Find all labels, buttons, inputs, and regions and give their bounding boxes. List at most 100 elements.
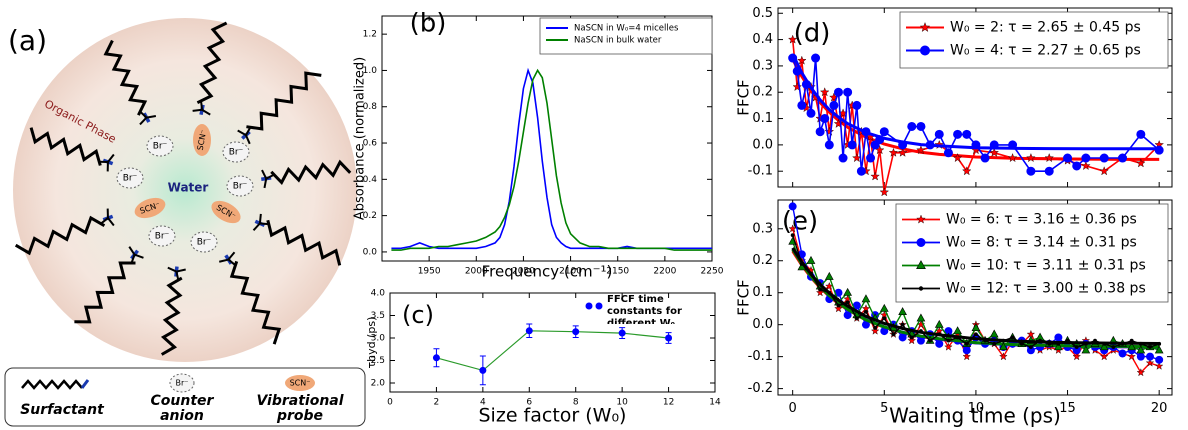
marker — [1136, 368, 1146, 377]
surfactant-methyl — [227, 251, 236, 261]
marker — [934, 319, 944, 328]
marker — [1154, 145, 1164, 155]
x-tick-label: 2100 — [559, 267, 582, 277]
surfactant-tail — [74, 261, 136, 324]
probes: SCN⁻ SCN⁻ SCN⁻ — [134, 124, 241, 224]
marker — [788, 202, 797, 211]
marker — [1145, 358, 1155, 367]
surfactant-methyl — [134, 253, 144, 259]
anion — [146, 135, 174, 157]
marker — [873, 325, 878, 330]
marker — [962, 166, 972, 176]
marker — [1120, 341, 1125, 346]
marker — [1047, 341, 1052, 346]
marker — [856, 166, 866, 176]
marker — [838, 153, 848, 163]
marker — [1099, 166, 1109, 176]
marker — [787, 34, 798, 44]
y-tick-label: 1.0 — [363, 66, 378, 76]
anion — [116, 167, 144, 189]
marker — [1138, 341, 1143, 346]
marker — [801, 79, 811, 89]
marker — [1063, 153, 1073, 163]
marker — [1054, 342, 1063, 351]
legend-marker — [585, 302, 593, 310]
marker — [1129, 338, 1134, 343]
marker — [891, 332, 896, 337]
legend-box — [899, 11, 1169, 69]
surfactant-tail — [196, 21, 228, 105]
marker — [1026, 329, 1036, 338]
marker — [916, 121, 926, 131]
x-tick-label: 0 — [789, 401, 797, 416]
legend-text: Counter — [151, 393, 215, 409]
marker — [824, 271, 834, 280]
micelle — [13, 18, 357, 362]
panel-label: (c) — [402, 301, 434, 329]
marker — [1136, 352, 1145, 361]
y-tick-label: 0.3 — [752, 58, 773, 73]
marker — [806, 255, 816, 264]
surfactant-methyl — [176, 268, 186, 273]
marker — [983, 338, 988, 343]
marker — [916, 336, 925, 345]
marker — [809, 271, 813, 276]
legend-head — [80, 379, 90, 389]
marker — [928, 338, 933, 343]
anion-label: Br⁻ — [176, 379, 189, 388]
y-tick-label: 1.2 — [363, 30, 377, 40]
marker — [866, 153, 876, 163]
plot-frame — [381, 15, 713, 262]
surfactant-methyl — [218, 258, 229, 263]
water-label: Water — [168, 181, 209, 195]
marker — [971, 323, 981, 331]
legend-box — [895, 203, 1169, 303]
marker — [1148, 345, 1152, 349]
surfactant-methyl — [146, 115, 157, 119]
legend-marker — [918, 286, 924, 291]
marker — [870, 171, 880, 181]
marker — [852, 100, 862, 110]
marker — [962, 346, 971, 355]
legend-marker — [919, 22, 931, 32]
marker — [843, 287, 852, 296]
x-tick-label: 2 — [434, 398, 440, 408]
marker — [971, 140, 981, 150]
legend-text: Vibrational — [256, 393, 343, 409]
surfactant-tail — [160, 276, 183, 356]
anion — [190, 231, 218, 253]
probe — [211, 200, 241, 224]
marker — [1111, 345, 1116, 349]
marker — [1136, 345, 1146, 354]
marker — [854, 316, 859, 321]
y-axis-label: Absorbance (normalized) — [353, 57, 368, 220]
surfactant-tail — [246, 71, 322, 131]
marker — [953, 129, 963, 139]
marker — [864, 309, 868, 314]
y-tick-label: 0.0 — [752, 317, 773, 332]
legend-text: FFCF time constants for different W₀ — [607, 294, 682, 324]
marker — [1157, 341, 1162, 346]
x-axis-label: Frequency (cm⁻¹) — [482, 263, 613, 281]
marker — [1081, 153, 1091, 163]
legend-text: NaSCN in bulk water — [574, 36, 662, 46]
panel-label: (a) — [8, 24, 47, 57]
x-tick-label: 0 — [387, 398, 393, 408]
y-tick-label: 3.5 — [371, 311, 385, 321]
surfactant-methyl — [237, 129, 247, 137]
marker — [815, 127, 825, 137]
probe-label: SCN⁻ — [196, 129, 208, 151]
x-tick-label: 2150 — [606, 267, 629, 277]
surfactant-methyl — [201, 108, 211, 116]
anion — [226, 175, 254, 197]
y-tick-label: 0.1 — [752, 111, 773, 126]
legend-text: W₀ = 2: τ = 2.65 ± 0.45 ps — [950, 20, 1141, 36]
marker — [788, 224, 797, 233]
marker — [962, 352, 971, 361]
marker — [916, 145, 926, 155]
marker — [1026, 166, 1036, 176]
surfactant-methyl — [107, 217, 115, 227]
legend-probe — [285, 375, 315, 391]
marker — [1093, 338, 1097, 343]
